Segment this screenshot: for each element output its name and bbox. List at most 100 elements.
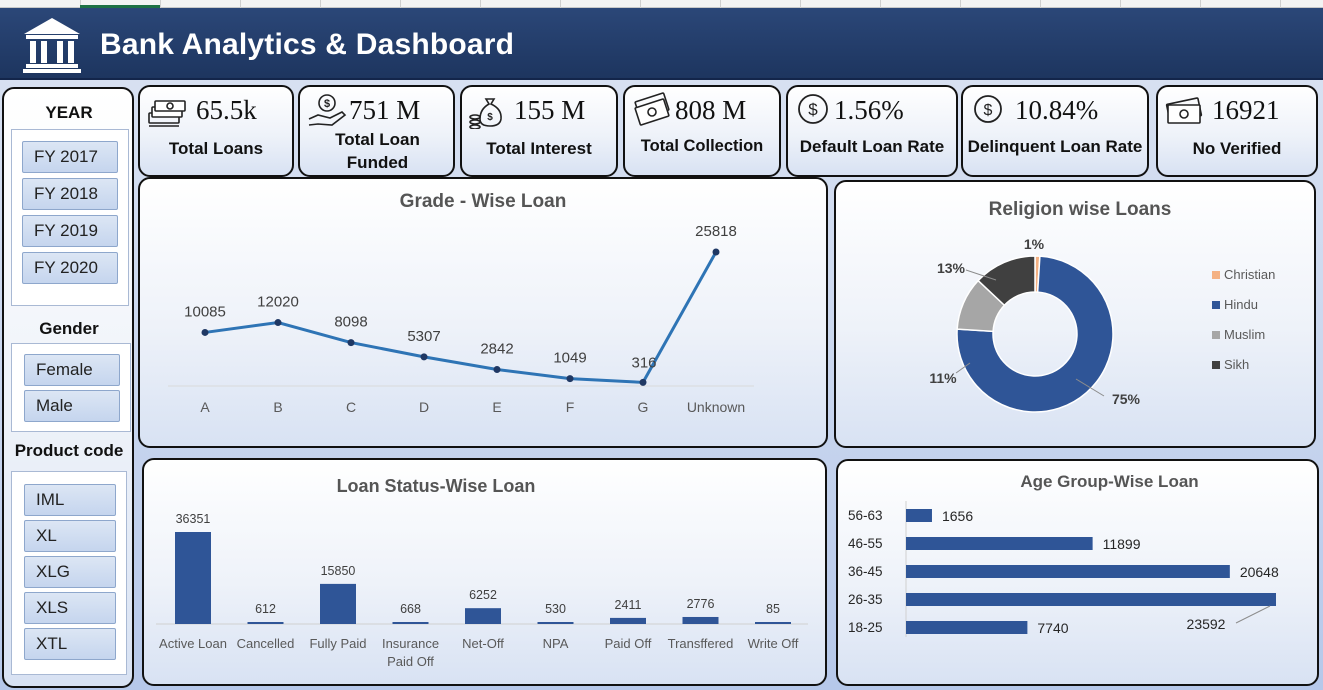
grade-category-label: G	[638, 399, 649, 415]
grade-category-label: C	[346, 399, 356, 415]
product-option-xls[interactable]: XLS	[24, 592, 116, 624]
status-category-label: Active Loan	[159, 636, 227, 651]
grade-point	[274, 319, 282, 327]
age-data-label: 11899	[1103, 536, 1141, 552]
grade-data-label: 8098	[334, 314, 367, 331]
grade-category-label: E	[492, 399, 501, 415]
grade-point	[639, 378, 647, 386]
status-bar	[610, 617, 646, 624]
leader-line	[955, 362, 971, 374]
grade-category-label: F	[566, 399, 575, 415]
kpi-label: Delinquent Loan Rate	[967, 137, 1143, 156]
kpi-value: 10.84%	[1015, 95, 1099, 125]
status-data-label: 668	[400, 602, 421, 616]
age-bar	[906, 565, 1230, 578]
gender-filter-heading: Gender	[39, 319, 99, 338]
money-bag-coins-icon: $	[469, 98, 502, 129]
grade-point	[347, 339, 355, 347]
legend-swatch	[1212, 331, 1220, 339]
dashboard-header: Bank Analytics & Dashboard	[0, 8, 1323, 80]
leader-line	[1075, 378, 1105, 397]
product-option-iml[interactable]: IML	[24, 484, 116, 516]
religion-slice-sikh	[977, 255, 1036, 307]
status-category-label: Cancelled	[237, 636, 295, 651]
religion-data-label: 75%	[1112, 391, 1141, 407]
gender-option-female[interactable]: Female	[24, 354, 120, 386]
grade-point	[201, 328, 209, 336]
status-category-label: Fully Paid	[309, 636, 366, 651]
dollar-circle-icon: $	[974, 95, 1002, 123]
religion-data-label: 11%	[929, 370, 957, 386]
kpi-value: 751 M	[349, 95, 421, 125]
kpi-card-default-loan-rate: $ 1.56% Default Loan Rate	[786, 85, 958, 177]
page-title: Bank Analytics & Dashboard	[100, 28, 515, 61]
status-data-label: 2776	[687, 597, 715, 611]
chart-title: Age Group-Wise Loan	[1020, 472, 1199, 491]
status-data-label: 85	[766, 602, 780, 616]
svg-text:$: $	[984, 102, 993, 119]
status-bar	[465, 608, 501, 624]
grade-category-label: D	[419, 399, 429, 415]
status-bar	[682, 616, 719, 624]
year-option-fy2017[interactable]: FY 2017	[22, 141, 118, 173]
grade-point	[420, 353, 428, 361]
selected-column-indicator	[80, 5, 160, 8]
kpi-card-no-verified: 16921 No Verified	[1156, 85, 1318, 177]
grade-data-label: 10085	[184, 303, 226, 320]
age-category-label: 46-55	[848, 536, 883, 551]
kpi-value: 808 M	[675, 95, 747, 125]
spreadsheet-column-strip	[0, 0, 1323, 8]
chart-title: Religion wise Loans	[988, 199, 1172, 220]
kpi-value: 155 M	[514, 95, 586, 125]
year-option-fy2019[interactable]: FY 2019	[22, 215, 118, 247]
grade-data-label: 2842	[480, 340, 513, 357]
cash-icon	[1165, 97, 1203, 124]
product-option-xl[interactable]: XL	[24, 520, 116, 552]
kpi-label: Total Interest	[486, 139, 592, 158]
age-bar	[906, 537, 1093, 550]
grade-data-label: 1049	[553, 350, 586, 367]
leader-line	[1235, 605, 1271, 624]
loan-status-bar-plot: 36351 Active Loan 612 Cancelled 15850 Fully P…	[156, 512, 808, 669]
grade-wise-loan-chart: Grade - Wise Loan 10085 A 12020 B 8098 C 5307 D…	[138, 177, 828, 448]
dollar-circle-icon: $	[798, 94, 828, 124]
age-data-label: 7740	[1037, 620, 1068, 636]
kpi-value: 65.5k	[196, 95, 257, 125]
kpi-label: Default Loan Rate	[799, 137, 945, 156]
age-category-label: 36-45	[848, 564, 883, 579]
year-slicer: FY 2017 FY 2018 FY 2019 FY 2020	[11, 129, 129, 306]
age-data-label: 23592	[1187, 616, 1226, 632]
status-category-label: Paid Off	[605, 636, 652, 651]
banknotes-icon	[634, 92, 670, 126]
product-option-xtl[interactable]: XTL	[24, 628, 116, 660]
gender-option-male[interactable]: Male	[24, 390, 120, 422]
grade-point	[493, 365, 501, 373]
filter-sidebar: YEAR FY 2017 FY 2018 FY 2019 FY 2020 Gen…	[2, 87, 134, 688]
status-data-label: 530	[545, 602, 566, 616]
age-group-wise-loan-chart: Age Group-Wise Loan 56-63 1656 46-55 11899 3…	[836, 459, 1319, 686]
kpi-label: Total Collection	[640, 137, 764, 155]
status-data-label: 15850	[321, 564, 356, 578]
grade-point	[712, 248, 720, 256]
svg-text:$: $	[808, 100, 818, 119]
kpi-card-total-loans: 65.5k Total Loans	[138, 85, 294, 177]
grade-data-label: 316	[631, 354, 656, 371]
legend-label: Christian	[1224, 267, 1275, 282]
religion-donut-plot: 1% 75% 11% 13% Christian Hindu Muslim Sikh	[929, 236, 1275, 413]
kpi-value: 1.56%	[834, 95, 904, 125]
svg-text:$: $	[487, 112, 493, 123]
status-category-label: NPA	[543, 636, 569, 651]
status-category-label: Write Off	[748, 636, 799, 651]
age-bar	[906, 593, 1276, 606]
grade-line-plot: 10085 A 12020 B 8098 C 5307 D 2842 E 1049 F 316 G 2581…	[168, 223, 754, 415]
age-category-label: 18-25	[848, 620, 883, 635]
legend-swatch	[1212, 361, 1220, 369]
product-option-xlg[interactable]: XLG	[24, 556, 116, 588]
status-bar	[392, 622, 429, 624]
grade-category-label: B	[273, 399, 282, 415]
product-code-slicer: IML XL XLG XLS XTL	[11, 471, 127, 675]
year-option-fy2018[interactable]: FY 2018	[22, 178, 118, 210]
year-option-fy2020[interactable]: FY 2020	[22, 252, 118, 284]
age-bar	[906, 621, 1028, 634]
grade-data-label: 25818	[695, 223, 737, 240]
